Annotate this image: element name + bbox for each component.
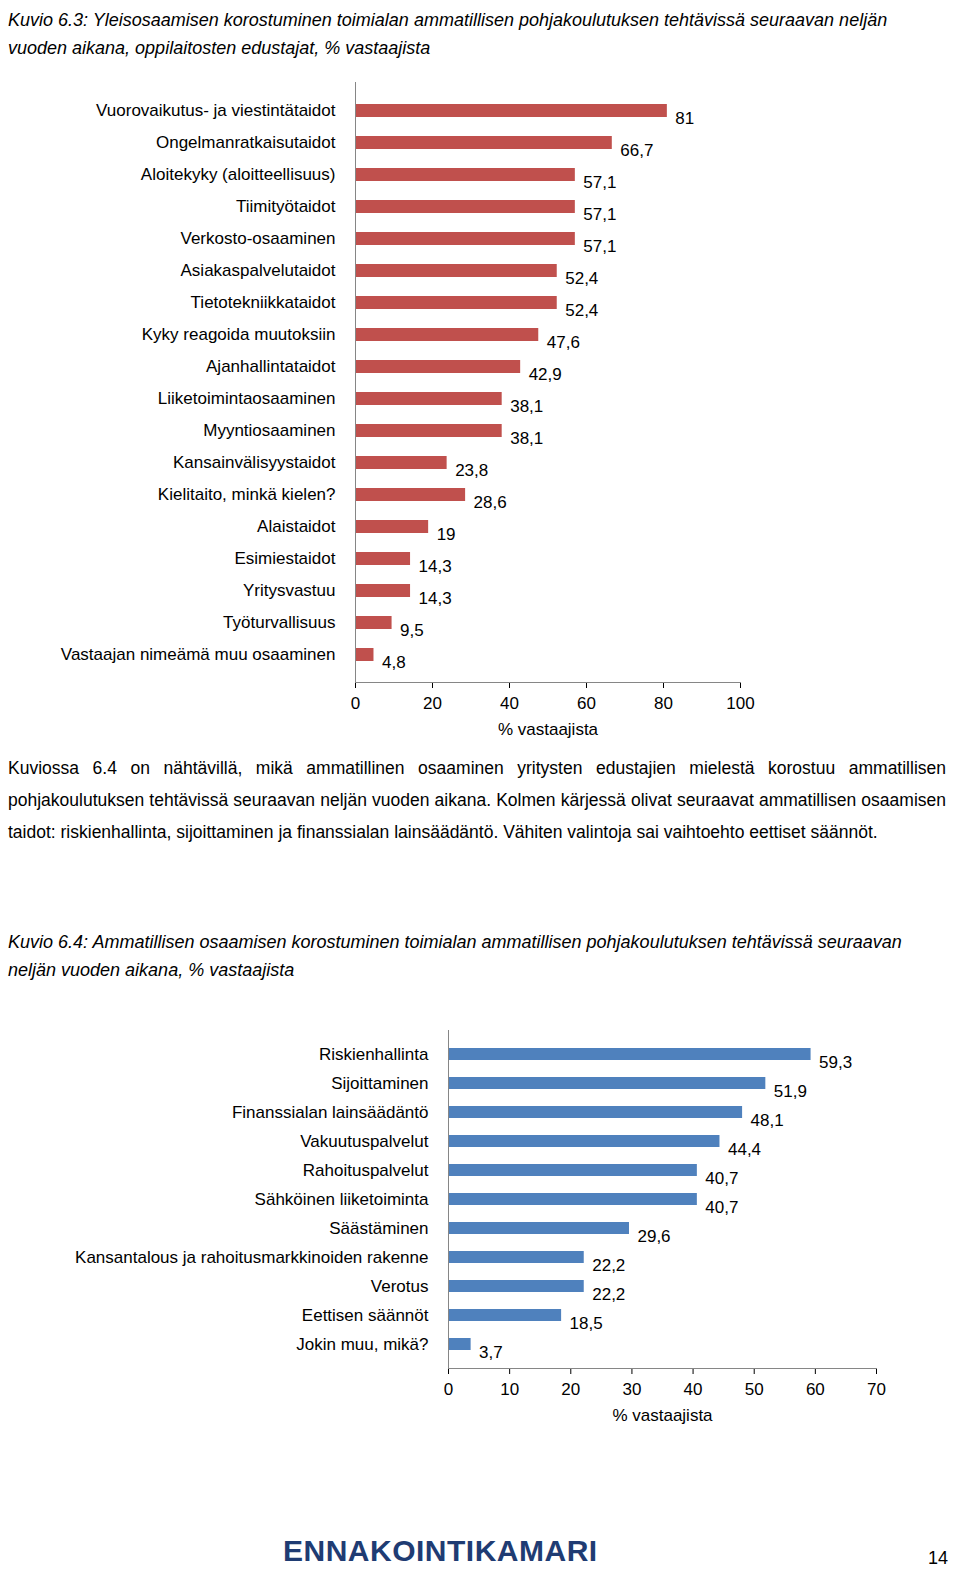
svg-text:Riskienhallinta: Riskienhallinta [319,1045,429,1064]
svg-text:28,6: 28,6 [474,493,507,512]
svg-text:0: 0 [351,694,360,713]
svg-text:3,7: 3,7 [479,1343,503,1362]
svg-text:57,1: 57,1 [583,205,616,224]
svg-text:Sijoittaminen: Sijoittaminen [331,1074,428,1093]
svg-text:Kansainvälisyystaidot: Kansainvälisyystaidot [173,453,336,472]
svg-text:57,1: 57,1 [583,237,616,256]
svg-text:Alaistaidot: Alaistaidot [257,517,336,536]
svg-text:Tiimityötaidot: Tiimityötaidot [236,197,336,216]
svg-text:Eettisen säännöt: Eettisen säännöt [302,1306,429,1325]
svg-text:44,4: 44,4 [728,1140,761,1159]
svg-text:42,9: 42,9 [529,365,562,384]
svg-text:Säästäminen: Säästäminen [329,1219,428,1238]
html-text:14: 14 [928,1548,948,1568]
html-text:Kuviossa 6.4 on nähtävillä, mi: Kuviossa 6.4 on nähtävillä, mikä ammatil… [8,758,946,842]
svg-text:57,1: 57,1 [583,173,616,192]
svg-text:Vuorovaikutus- ja viestintätai: Vuorovaikutus- ja viestintätaidot [96,101,336,120]
svg-text:20: 20 [423,694,442,713]
svg-text:59,3: 59,3 [819,1053,852,1072]
svg-text:% vastaajista: % vastaajista [498,720,599,739]
svg-text:Verotus: Verotus [371,1277,429,1296]
html-text:Kuvio 6.3: Yleisosaamisen koro: Kuvio 6.3: Yleisosaamisen korostuminen t… [8,10,888,58]
svg-text:29,6: 29,6 [637,1227,670,1246]
svg-text:18,5: 18,5 [570,1314,603,1333]
html-text:ENNAKOINTIKAMARI: ENNAKOINTIKAMARI [283,1534,598,1567]
svg-text:47,6: 47,6 [547,333,580,352]
svg-text:Esimiestaidot: Esimiestaidot [234,549,335,568]
svg-text:80: 80 [654,694,673,713]
svg-text:100: 100 [726,694,754,713]
svg-text:0: 0 [444,1380,453,1399]
svg-text:14,3: 14,3 [419,589,452,608]
svg-text:Vakuutuspalvelut: Vakuutuspalvelut [300,1132,428,1151]
svg-text:14,3: 14,3 [419,557,452,576]
svg-text:40: 40 [684,1380,703,1399]
svg-text:Tietotekniikkataidot: Tietotekniikkataidot [191,293,336,312]
svg-text:Liiketoimintaosaaminen: Liiketoimintaosaaminen [158,389,336,408]
svg-text:Yritysvastuu: Yritysvastuu [243,581,336,600]
svg-text:70: 70 [867,1380,886,1399]
svg-text:48,1: 48,1 [751,1111,784,1130]
svg-text:40,7: 40,7 [705,1169,738,1188]
svg-text:66,7: 66,7 [620,141,653,160]
svg-text:40: 40 [500,694,519,713]
svg-text:Ongelmanratkaisutaidot: Ongelmanratkaisutaidot [156,133,336,152]
svg-text:52,4: 52,4 [565,301,598,320]
svg-text:23,8: 23,8 [455,461,488,480]
svg-text:20: 20 [561,1380,580,1399]
svg-text:81: 81 [675,109,694,128]
svg-text:Kansantalous ja rahoitusmarkki: Kansantalous ja rahoitusmarkkinoiden rak… [75,1248,428,1267]
svg-text:60: 60 [577,694,596,713]
svg-text:52,4: 52,4 [565,269,598,288]
svg-text:Kyky reagoida muutoksiin: Kyky reagoida muutoksiin [142,325,336,344]
svg-text:% vastaajista: % vastaajista [612,1406,713,1425]
svg-text:51,9: 51,9 [774,1082,807,1101]
svg-text:Asiakaspalvelutaidot: Asiakaspalvelutaidot [181,261,336,280]
svg-text:9,5: 9,5 [400,621,424,640]
svg-text:Aloitekyky (aloitteellisuus): Aloitekyky (aloitteellisuus) [141,165,336,184]
html-text:Kuvio 6.4: Ammatillisen osaami: Kuvio 6.4: Ammatillisen osaamisen korost… [8,932,902,980]
svg-text:Vastaajan nimeämä muu osaamine: Vastaajan nimeämä muu osaaminen [61,645,336,664]
svg-text:10: 10 [500,1380,519,1399]
svg-text:Verkosto-osaaminen: Verkosto-osaaminen [181,229,336,248]
svg-text:Ajanhallintataidot: Ajanhallintataidot [206,357,336,376]
svg-text:38,1: 38,1 [510,397,543,416]
svg-text:22,2: 22,2 [592,1256,625,1275]
svg-text:50: 50 [745,1380,764,1399]
svg-text:Jokin muu, mikä?: Jokin muu, mikä? [296,1335,428,1354]
svg-text:22,2: 22,2 [592,1285,625,1304]
svg-text:Myyntiosaaminen: Myyntiosaaminen [203,421,335,440]
svg-text:Rahoituspalvelut: Rahoituspalvelut [303,1161,429,1180]
svg-text:Finanssialan lainsäädäntö: Finanssialan lainsäädäntö [232,1103,429,1122]
svg-text:40,7: 40,7 [705,1198,738,1217]
svg-text:19: 19 [437,525,456,544]
svg-text:38,1: 38,1 [510,429,543,448]
svg-text:4,8: 4,8 [382,653,406,672]
svg-text:Kielitaito, minkä kielen?: Kielitaito, minkä kielen? [158,485,336,504]
svg-text:30: 30 [622,1380,641,1399]
svg-text:Työturvallisuus: Työturvallisuus [223,613,335,632]
svg-text:Sähköinen liiketoiminta: Sähköinen liiketoiminta [255,1190,429,1209]
svg-text:60: 60 [806,1380,825,1399]
